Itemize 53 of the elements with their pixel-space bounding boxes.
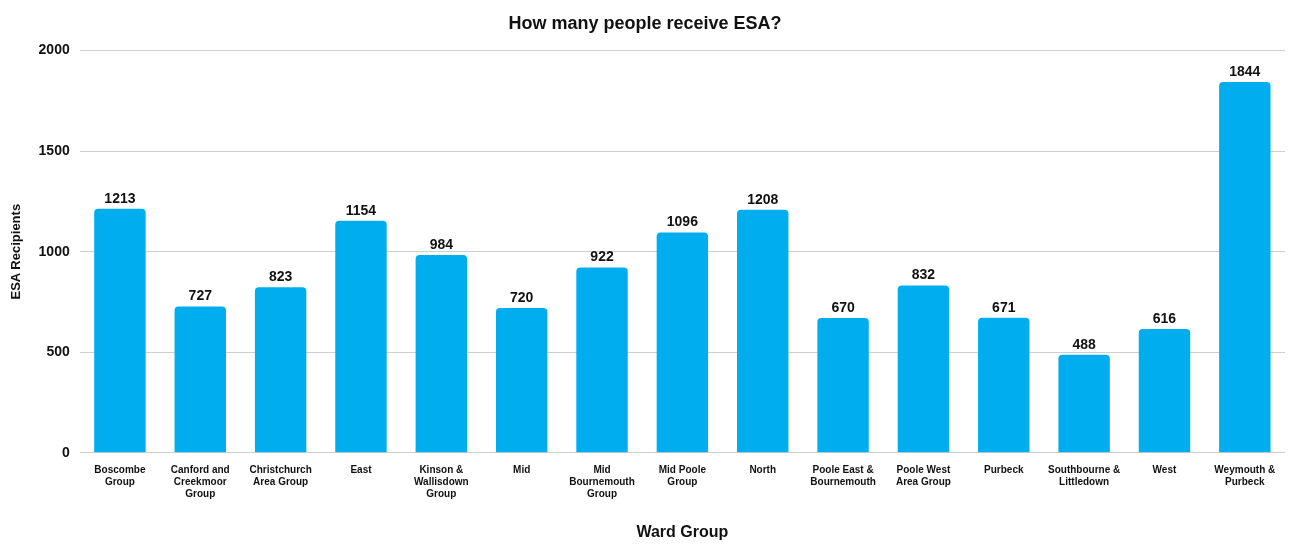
x-tick-label: North — [749, 463, 777, 475]
x-tick-label: Kinson & Wallisdown Group — [414, 463, 469, 499]
data-label: 670 — [831, 298, 855, 315]
x-tick-label: Mid — [513, 463, 531, 475]
data-label: 616 — [1152, 309, 1177, 326]
data-label: 823 — [268, 268, 293, 285]
data-label: 671 — [992, 298, 1016, 315]
bar — [897, 285, 950, 453]
y-tick-label: 1500 — [38, 142, 70, 159]
x-tick-label: Mid Poole Group — [658, 463, 707, 487]
x-tick-label: Weymouth & Purbeck — [1214, 463, 1276, 487]
x-tick-label: Mid Bournemouth Group — [569, 463, 635, 499]
y-tick-label: 500 — [46, 343, 70, 360]
data-label: 922 — [590, 248, 614, 265]
x-tick-label: East — [350, 463, 373, 475]
bar — [656, 232, 709, 453]
y-tick-label: 0 — [61, 443, 70, 460]
data-label: 1844 — [1229, 62, 1261, 79]
bar — [1058, 354, 1110, 453]
y-tick-label: 2000 — [38, 41, 70, 58]
data-label: 1208 — [747, 190, 779, 207]
x-tick-label: Christchurch Area Group — [249, 463, 312, 487]
data-label: 1213 — [104, 189, 136, 206]
bar — [817, 318, 869, 453]
chart-title: How many people receive ESA? — [508, 12, 782, 33]
data-label: 1154 — [345, 201, 377, 218]
bar — [415, 254, 468, 453]
x-tick-label: Purbeck — [984, 463, 1024, 475]
data-label: 720 — [509, 288, 534, 305]
bar — [1138, 328, 1191, 453]
bar — [495, 308, 548, 453]
x-tick-label: Poole West Area Group — [895, 463, 951, 487]
x-tick-label: Boscombe Group — [94, 463, 146, 487]
bar — [978, 317, 1030, 453]
x-tick-label: Canford and Creekmoor Group — [170, 463, 230, 499]
bar — [94, 208, 146, 453]
y-tick-label: 1000 — [38, 242, 70, 259]
bar — [335, 220, 387, 453]
data-label: 727 — [188, 287, 213, 304]
data-label: 984 — [429, 235, 454, 252]
data-label: 1096 — [666, 213, 699, 230]
x-tick-label: West — [1152, 463, 1177, 475]
x-tick-label: Southbourne & Littledown — [1048, 463, 1121, 487]
x-axis-title: Ward Group — [636, 522, 729, 540]
data-label: 832 — [911, 266, 936, 283]
bar — [1219, 81, 1271, 453]
data-label: 488 — [1072, 335, 1097, 352]
bar — [737, 209, 789, 453]
bar — [174, 306, 226, 453]
y-axis-title: ESA Recipients — [8, 203, 24, 300]
bar — [254, 287, 307, 453]
x-tick-label: Poole East & Bournemouth — [810, 463, 876, 487]
bar — [576, 267, 628, 453]
